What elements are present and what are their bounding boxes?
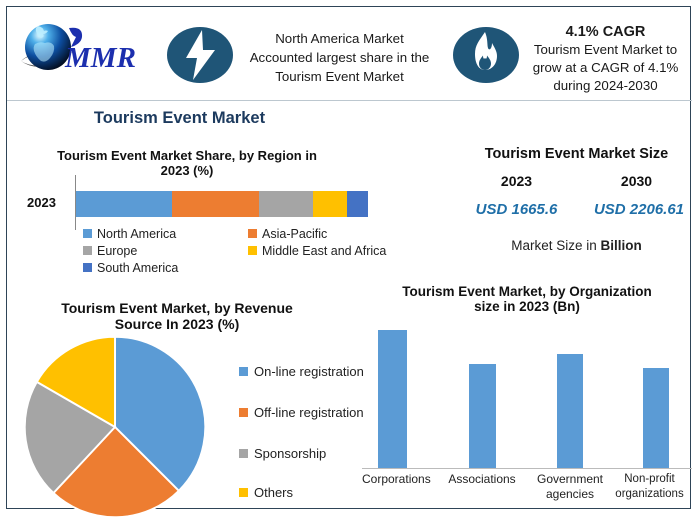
svg-text:MMR: MMR [64, 42, 136, 74]
